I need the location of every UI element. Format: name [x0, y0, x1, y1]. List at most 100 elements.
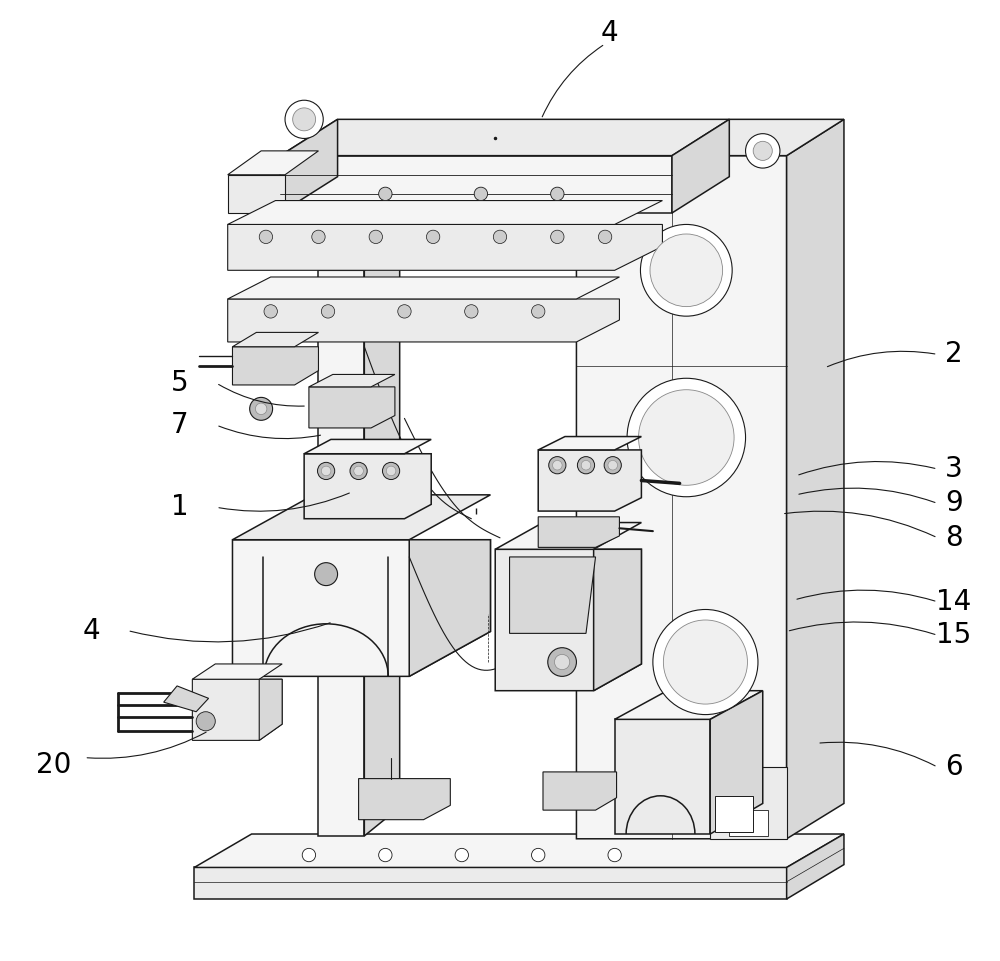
Text: 15: 15 — [936, 621, 971, 650]
Polygon shape — [304, 439, 431, 454]
Polygon shape — [710, 767, 787, 839]
Ellipse shape — [639, 390, 734, 485]
Text: 20: 20 — [36, 752, 71, 779]
Polygon shape — [232, 495, 490, 540]
Circle shape — [532, 305, 545, 318]
Text: 8: 8 — [945, 524, 963, 552]
Polygon shape — [672, 119, 729, 213]
Circle shape — [196, 712, 215, 730]
Circle shape — [302, 849, 316, 862]
Polygon shape — [538, 517, 619, 548]
Polygon shape — [729, 810, 768, 836]
Polygon shape — [318, 270, 364, 836]
Polygon shape — [232, 333, 318, 347]
Polygon shape — [318, 239, 400, 270]
Circle shape — [293, 108, 316, 131]
Circle shape — [608, 460, 618, 470]
Polygon shape — [232, 347, 318, 385]
Circle shape — [493, 231, 507, 243]
Polygon shape — [228, 201, 662, 225]
Text: 1: 1 — [171, 493, 189, 521]
Text: 4: 4 — [601, 19, 619, 47]
Circle shape — [259, 231, 273, 243]
Polygon shape — [594, 550, 641, 691]
Text: 5: 5 — [171, 369, 189, 397]
Polygon shape — [710, 691, 763, 834]
Polygon shape — [280, 156, 672, 213]
Polygon shape — [228, 225, 662, 270]
Circle shape — [250, 398, 273, 420]
Circle shape — [465, 305, 478, 318]
Polygon shape — [510, 557, 596, 633]
Polygon shape — [228, 151, 318, 175]
Circle shape — [549, 456, 566, 474]
Circle shape — [369, 231, 382, 243]
Circle shape — [553, 460, 562, 470]
Circle shape — [264, 305, 277, 318]
Circle shape — [379, 849, 392, 862]
Polygon shape — [194, 834, 844, 868]
Polygon shape — [538, 436, 641, 450]
Ellipse shape — [627, 379, 746, 497]
Polygon shape — [615, 720, 710, 834]
Circle shape — [746, 134, 780, 168]
Circle shape — [577, 456, 595, 474]
Circle shape — [379, 187, 392, 201]
Circle shape — [318, 462, 335, 480]
Text: 6: 6 — [945, 753, 963, 781]
Polygon shape — [304, 454, 431, 519]
Polygon shape — [228, 299, 619, 342]
Polygon shape — [672, 119, 844, 156]
Polygon shape — [495, 523, 641, 550]
Ellipse shape — [640, 225, 732, 316]
Polygon shape — [192, 679, 282, 740]
Polygon shape — [364, 239, 400, 836]
Polygon shape — [309, 387, 395, 428]
Polygon shape — [495, 550, 641, 691]
Text: 14: 14 — [936, 588, 971, 616]
Circle shape — [426, 231, 440, 243]
Circle shape — [554, 654, 570, 670]
Circle shape — [285, 100, 323, 138]
Polygon shape — [787, 834, 844, 899]
Text: 3: 3 — [945, 456, 963, 483]
Circle shape — [455, 849, 468, 862]
Circle shape — [598, 231, 612, 243]
Circle shape — [551, 187, 564, 201]
Polygon shape — [280, 119, 338, 213]
Polygon shape — [543, 772, 617, 810]
Polygon shape — [228, 175, 285, 213]
Ellipse shape — [663, 620, 747, 704]
Polygon shape — [194, 868, 787, 899]
Circle shape — [608, 849, 621, 862]
Circle shape — [382, 462, 400, 480]
Circle shape — [548, 648, 576, 677]
Circle shape — [398, 305, 411, 318]
Circle shape — [312, 231, 325, 243]
Polygon shape — [309, 375, 395, 387]
Circle shape — [321, 305, 335, 318]
Polygon shape — [715, 796, 753, 832]
Text: 9: 9 — [945, 489, 963, 517]
Polygon shape — [192, 664, 282, 679]
Polygon shape — [280, 119, 729, 156]
Polygon shape — [576, 156, 787, 839]
Circle shape — [350, 462, 367, 480]
Circle shape — [551, 231, 564, 243]
Polygon shape — [538, 450, 641, 511]
Circle shape — [354, 466, 363, 476]
Circle shape — [386, 466, 396, 476]
Circle shape — [474, 187, 488, 201]
Polygon shape — [259, 679, 282, 740]
Circle shape — [581, 460, 591, 470]
Polygon shape — [228, 277, 619, 299]
Circle shape — [315, 563, 338, 585]
Circle shape — [753, 141, 772, 160]
Ellipse shape — [653, 609, 758, 715]
Text: 4: 4 — [82, 617, 100, 645]
Circle shape — [532, 849, 545, 862]
Circle shape — [255, 403, 267, 414]
Text: 7: 7 — [171, 411, 189, 439]
Polygon shape — [615, 691, 763, 720]
Polygon shape — [409, 540, 490, 677]
